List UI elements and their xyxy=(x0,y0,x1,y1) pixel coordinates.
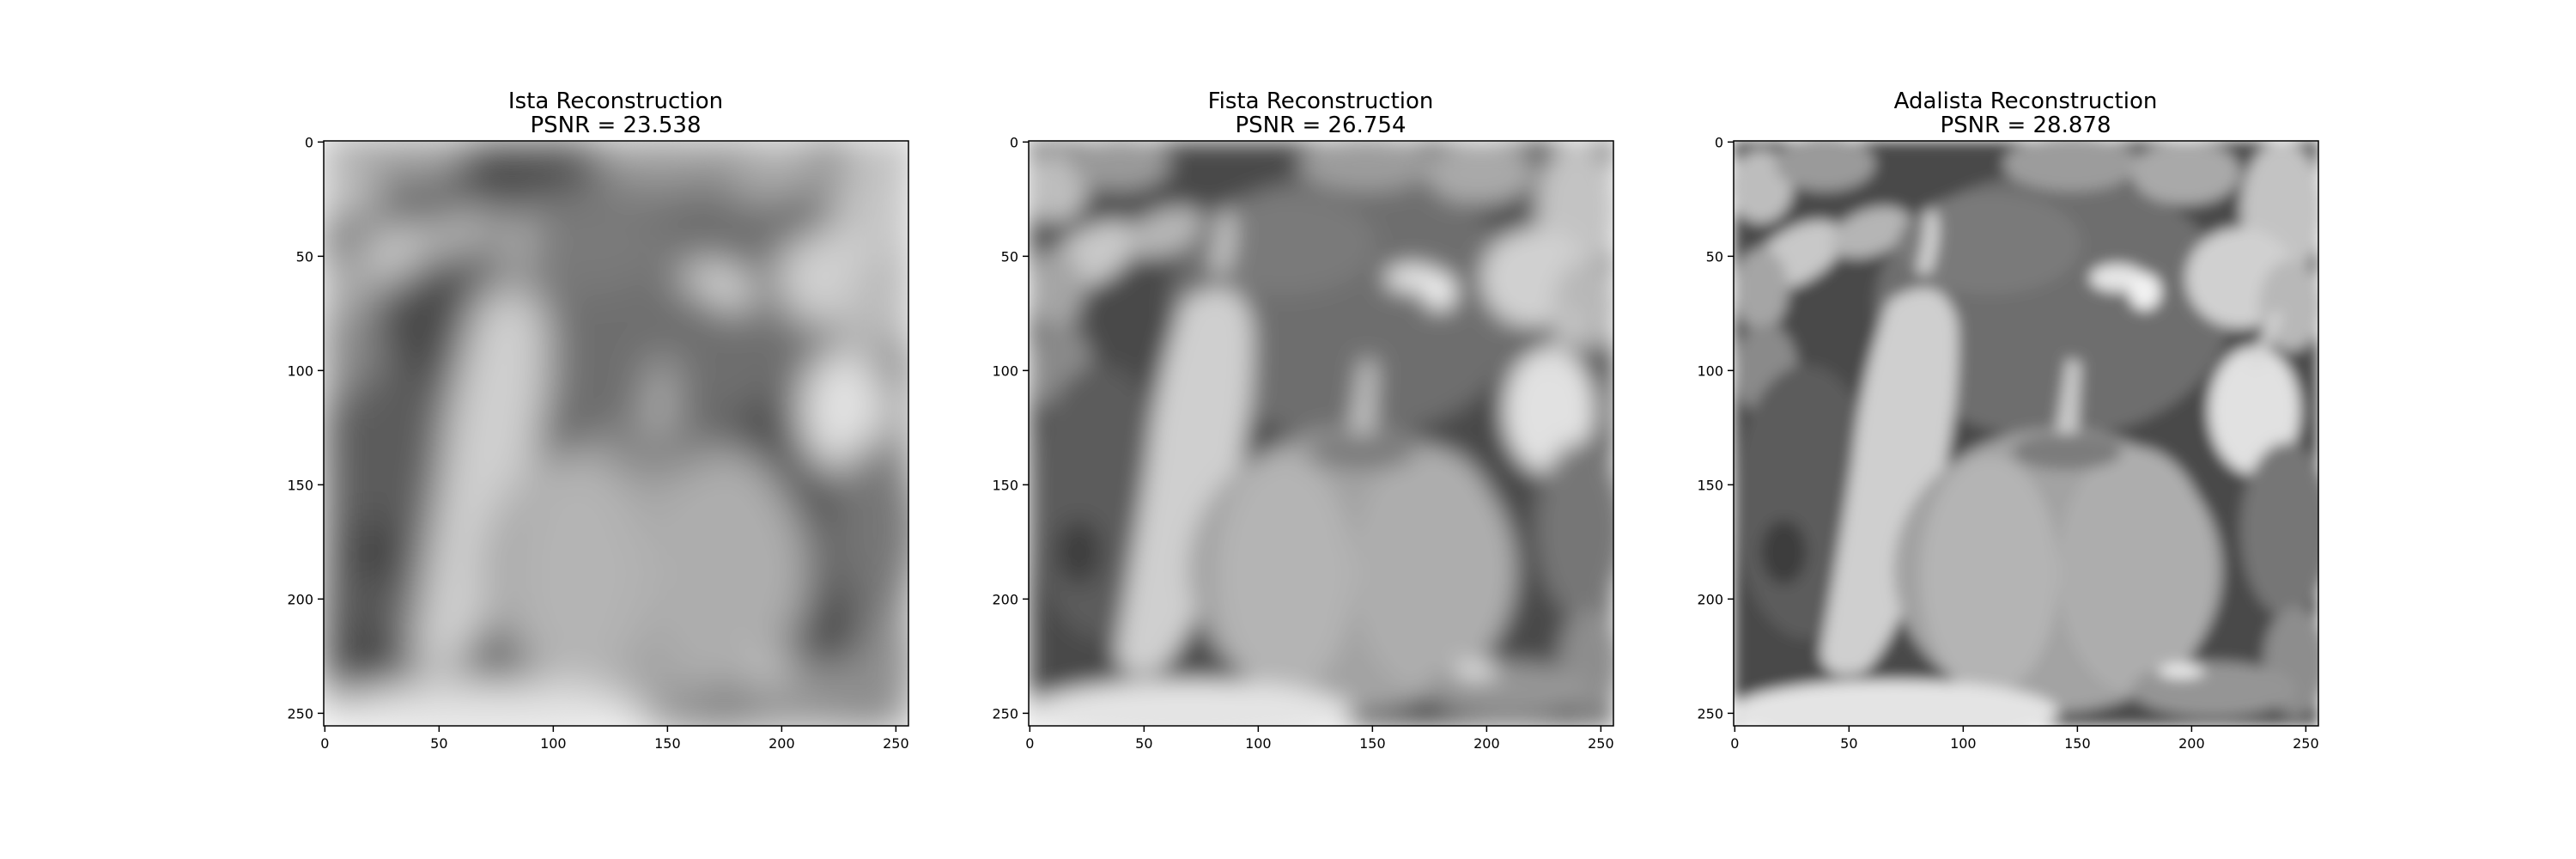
panel-adalista-xtick-label: 100 xyxy=(1950,735,1977,752)
panel-fista-title-line2: PSNR = 26.754 xyxy=(1236,113,1406,138)
panel-ista-xtick-label: 250 xyxy=(883,735,909,752)
panel-ista: Ista Reconstruction PSNR = 23.538 0 50 100… xyxy=(287,88,909,752)
panel-ista-xtick-label: 50 xyxy=(430,735,447,752)
panel-fista-ytick-label: 250 xyxy=(992,705,1018,722)
panel-adalista-ytick-label: 150 xyxy=(1697,477,1723,493)
panel-adalista-title-line2: PSNR = 28.878 xyxy=(1941,113,2111,138)
panel-adalista-xtick-label: 50 xyxy=(1840,735,1857,752)
panel-ista-xtick-label: 100 xyxy=(540,735,567,752)
panel-adalista-ytick-label: 0 xyxy=(1715,134,1723,150)
panel-adalista-image xyxy=(1734,141,2318,726)
panel-fista-ytick-label: 200 xyxy=(992,591,1018,607)
panel-adalista-ytick-label: 50 xyxy=(1706,248,1723,265)
panel-fista-ytick-label: 50 xyxy=(1001,248,1018,265)
panel-fista-xtick-label: 50 xyxy=(1135,735,1152,752)
panel-adalista-frame xyxy=(1733,140,2319,727)
panel-fista-xtick-label: 250 xyxy=(1588,735,1614,752)
panel-fista-title-line1: Fista Reconstruction xyxy=(1208,88,1434,114)
panel-adalista-xtick-label: 0 xyxy=(1730,735,1739,752)
panel-ista-ytick-label: 250 xyxy=(287,705,313,722)
panel-fista-image xyxy=(1029,141,1613,726)
panel-fista-frame xyxy=(1028,140,1614,727)
panel-fista-xtick-label: 200 xyxy=(1473,735,1500,752)
panel-ista-ytick-label: 50 xyxy=(296,248,313,265)
panel-ista-xtick-label: 0 xyxy=(320,735,329,752)
panel-adalista-title-line1: Adalista Reconstruction xyxy=(1894,88,2158,114)
panel-adalista-xtick-label: 200 xyxy=(2178,735,2205,752)
panel-ista-xtick-label: 200 xyxy=(769,735,795,752)
panel-adalista-xtick-label: 150 xyxy=(2064,735,2091,752)
panel-adalista-xtick-label: 250 xyxy=(2293,735,2319,752)
panel-ista-xtick-label: 150 xyxy=(654,735,681,752)
panel-fista-xtick-label: 0 xyxy=(1025,735,1034,752)
panel-fista-ytick-label: 0 xyxy=(1010,134,1018,150)
panel-ista-title-line2: PSNR = 23.538 xyxy=(531,113,702,138)
panel-ista-ytick-label: 0 xyxy=(305,134,313,150)
panel-fista-ytick-label: 150 xyxy=(992,477,1018,493)
panel-ista-image xyxy=(324,141,908,726)
panel-ista-title-line1: Ista Reconstruction xyxy=(508,88,723,114)
panel-fista-xtick-label: 150 xyxy=(1359,735,1386,752)
panel-ista-ytick-label: 100 xyxy=(287,362,313,379)
panel-adalista-ytick-label: 250 xyxy=(1697,705,1723,722)
panel-adalista-ytick-label: 200 xyxy=(1697,591,1723,607)
panel-ista-ytick-label: 150 xyxy=(287,477,313,493)
panel-ista-ytick-label: 200 xyxy=(287,591,313,607)
panel-fista: Fista Reconstruction PSNR = 26.754 0 50 10… xyxy=(992,88,1614,752)
panel-ista-frame xyxy=(323,140,909,727)
panel-fista-xtick-label: 100 xyxy=(1245,735,1272,752)
panel-adalista-ytick-label: 100 xyxy=(1697,362,1723,379)
panel-adalista: Adalista Reconstruction PSNR = 28.878 0 5… xyxy=(1697,88,2319,752)
panel-fista-ytick-label: 100 xyxy=(992,362,1018,379)
